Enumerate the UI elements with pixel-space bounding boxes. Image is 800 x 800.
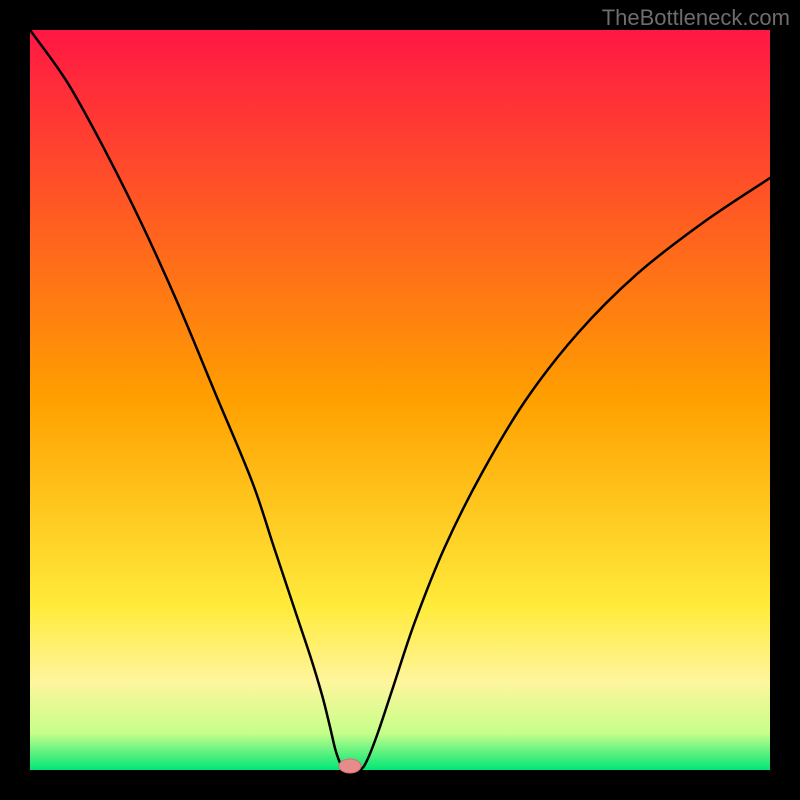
bottleneck-curve — [30, 30, 770, 770]
plot-area — [30, 30, 770, 770]
optimum-marker — [337, 757, 363, 775]
watermark-text: TheBottleneck.com — [602, 5, 790, 31]
